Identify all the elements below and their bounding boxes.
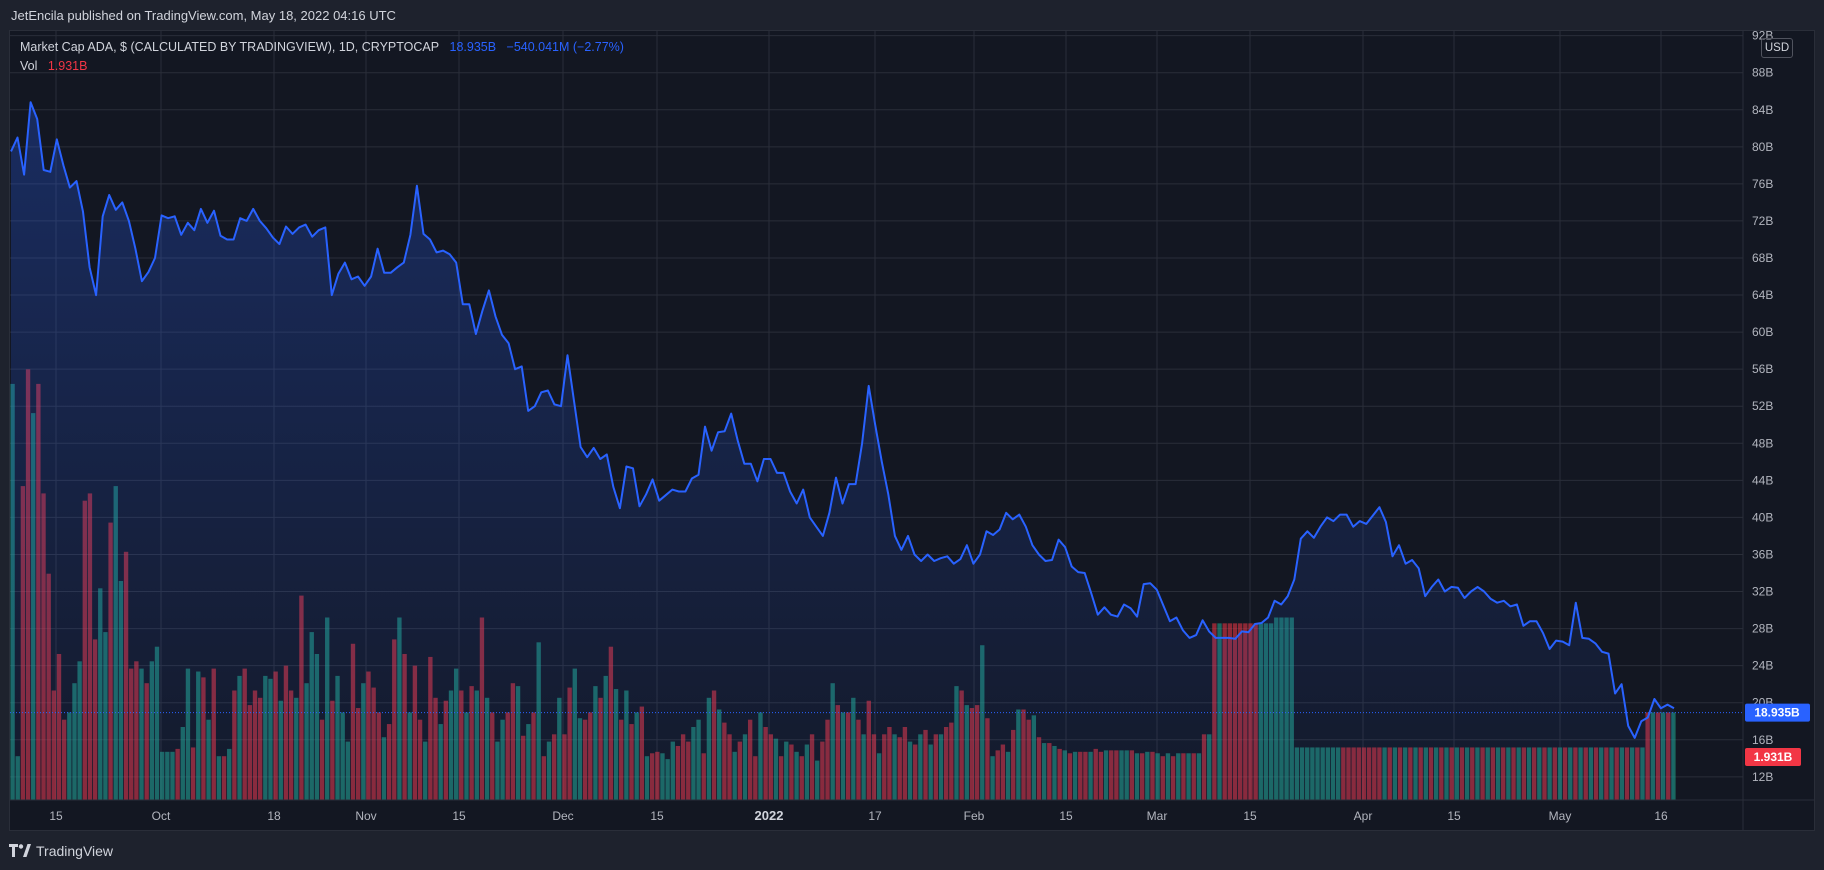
y-tick-label: 60B [1752,325,1773,339]
y-tick-label: 92B [1752,29,1773,43]
y-tick-label: 32B [1752,585,1773,599]
x-tick-label: 15 [1059,809,1073,823]
y-tick-label: 44B [1752,473,1773,487]
y-tick-label: 76B [1752,177,1773,191]
x-tick-label: 15 [1447,809,1461,823]
y-tick-label: 84B [1752,103,1773,117]
volume-value: 1.931B [47,59,88,73]
y-tick-label: 12B [1752,770,1773,784]
x-tick-label: Nov [355,809,376,823]
x-tick-label: 15 [49,809,63,823]
volume-label: 1.931B [1754,750,1793,764]
y-tick-label: 72B [1752,214,1773,228]
y-tick-label: 16B [1752,733,1773,747]
time-axis[interactable]: 15 Oct 18 Nov 15 Dec 15 2022 17 Feb 15 Mar 15 Apr 15 Ma… [49,808,1668,823]
tradingview-brand: TradingView [36,843,114,859]
x-tick-label: 15 [1243,809,1257,823]
chart-legend[interactable]: Market Cap ADA, $ (CALCULATED BY TRADING… [20,38,624,76]
x-tick-label: Feb [964,809,985,823]
y-tick-label: 36B [1752,547,1773,561]
x-tick-label: Oct [152,809,171,823]
x-tick-label: 17 [868,809,882,823]
x-tick-label: 18 [267,809,281,823]
volume-title: Vol [20,59,38,73]
x-tick-label: 2022 [755,808,784,823]
x-tick-label: Apr [1354,809,1373,823]
y-tick-label: 52B [1752,399,1773,413]
volume-label-box [1745,748,1801,766]
price-axis[interactable]: 12B16B20B24B28B32B36B40B44B48B52B56B60B6… [1752,29,1773,784]
y-tick-label: 28B [1752,622,1773,636]
currency-button[interactable]: USD [1761,38,1793,58]
last-price-label-box [1745,703,1810,722]
price-line [10,101,1675,739]
x-tick-label: 15 [452,809,466,823]
symbol-last-value: 18.935B [449,40,497,54]
symbol-change: −540.041M (−2.77%) [506,40,624,54]
y-tick-label: 80B [1752,140,1773,154]
y-tick-label: 56B [1752,362,1773,376]
y-tick-label: 64B [1752,288,1773,302]
x-tick-label: 16 [1654,809,1668,823]
x-tick-label: Dec [552,809,573,823]
y-tick-label: 40B [1752,510,1773,524]
price-area-fill [11,102,1674,801]
x-tick-label: 15 [650,809,664,823]
y-tick-label: 68B [1752,251,1773,265]
price-axis-labels: 18.935B 1.931B [1745,703,1810,766]
last-price-label: 18.935B [1754,706,1800,720]
y-tick-label: 24B [1752,659,1773,673]
chart-header: JetEncila published on TradingView.com, … [0,0,1824,30]
volume-row[interactable]: Vol 1.931B [20,57,624,76]
y-tick-label: 48B [1752,436,1773,450]
publish-info: JetEncila published on TradingView.com, … [11,8,396,23]
y-tick-label: 88B [1752,66,1773,80]
tradingview-logo-icon [9,844,31,857]
x-tick-label: May [1549,809,1572,823]
symbol-row[interactable]: Market Cap ADA, $ (CALCULATED BY TRADING… [20,38,624,57]
symbol-title: Market Cap ADA, $ (CALCULATED BY TRADING… [20,40,440,54]
x-tick-label: Mar [1147,809,1168,823]
